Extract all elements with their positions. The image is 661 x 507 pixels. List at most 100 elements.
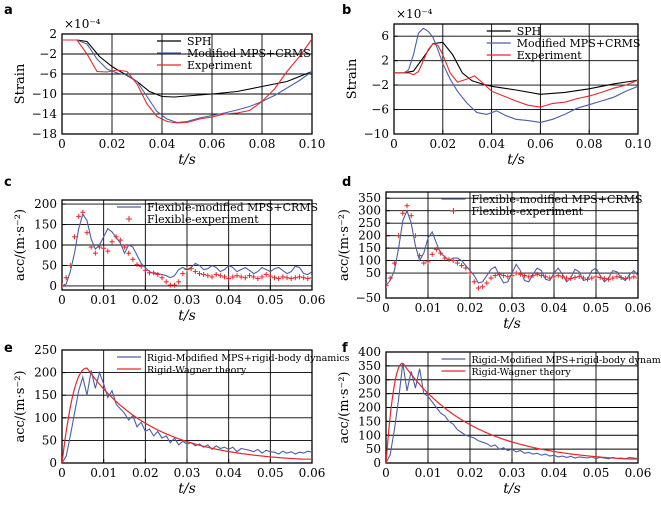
legend-item: Experiment <box>486 49 582 62</box>
data-point <box>109 239 115 245</box>
y-tick-label: 2 <box>49 27 57 41</box>
data-point <box>480 284 486 290</box>
data-point <box>386 283 389 289</box>
data-point <box>213 271 219 277</box>
x-tick-label: 0.02 <box>132 293 159 307</box>
x-tick-label: 0.02 <box>429 137 456 151</box>
plot-frame <box>61 33 313 135</box>
data-point <box>614 274 620 280</box>
data-area <box>386 362 638 463</box>
data-point <box>501 273 507 279</box>
panel-f: f 0 0.01 0.02 0.03 0.04 0.05 0.06 40035030025020… <box>337 341 661 497</box>
data-point <box>505 274 511 280</box>
x-tick-label: 0.06 <box>299 293 326 307</box>
panel-label: e <box>4 341 13 356</box>
data-point <box>138 263 144 269</box>
data-point <box>543 274 549 280</box>
data-point <box>538 273 544 279</box>
data-point <box>130 256 136 262</box>
x-tick-label: 0.01 <box>90 466 117 480</box>
x-tick-label: 0.05 <box>583 466 610 480</box>
series-line-modified-mps-crms <box>394 27 638 123</box>
series-line-sph <box>394 41 638 95</box>
y-tick-label: 0 <box>373 456 381 470</box>
y-tick-label: 150 <box>34 388 57 402</box>
y-tick-label: 100 <box>358 254 381 268</box>
legend-item: Rigid-Modified MPS+rigid-body dynamics <box>117 353 350 364</box>
data-point <box>534 271 540 277</box>
y-tick-label: 200 <box>34 197 57 211</box>
data-point <box>459 263 465 269</box>
legend-item: Flexible-experiment <box>450 205 584 218</box>
y-tick-label: 150 <box>358 414 381 428</box>
data-point <box>593 274 599 280</box>
y-tick-label: −2 <box>39 47 57 61</box>
data-point <box>105 248 111 254</box>
legend-label: Flexible-experiment <box>471 205 583 218</box>
series-line-rigid-wagner-theory <box>386 362 638 463</box>
legend-label: Modified MPS+CRMS <box>517 37 641 50</box>
legend-label: Flexible-modified MPS+CRMS <box>147 201 318 214</box>
data-point <box>151 270 157 276</box>
legend-label: SPH <box>187 35 212 48</box>
data-point <box>412 233 418 239</box>
y-tick-label: −10 <box>364 127 389 141</box>
y-tick-label: 6 <box>381 29 389 43</box>
legend-item: SPH <box>486 25 541 38</box>
data-point <box>425 259 431 265</box>
data-point <box>442 255 448 261</box>
data-point <box>180 271 186 277</box>
y-axis-label: acc/(m·s⁻²) <box>337 371 352 443</box>
data-point <box>201 271 207 277</box>
x-tick-label: 0.06 <box>625 466 652 480</box>
y-tick-label: 150 <box>34 218 57 232</box>
data-point <box>580 275 586 281</box>
y-tick-label: 350 <box>358 359 381 373</box>
legend-label: Rigid-Modified MPS+rigid-body dynamics <box>147 353 350 364</box>
legend-label: Rigid-Wagner theory <box>471 367 571 378</box>
x-tick-label: 0.04 <box>541 301 568 315</box>
y-tick-label: 250 <box>358 216 381 230</box>
x-tick-label: 0.08 <box>249 137 276 151</box>
x-tick-label: 0.08 <box>576 137 603 151</box>
x-axis-label: t/s <box>503 481 521 497</box>
legend-item: Modified MPS+CRMS <box>157 47 311 60</box>
x-tick-label: 0.10 <box>299 137 326 151</box>
data-point <box>606 276 612 282</box>
legend: Rigid-Modified MPS+rigid-body dynamicsRi… <box>117 353 350 376</box>
y-tick-label: 300 <box>358 373 381 387</box>
data-point <box>576 274 582 280</box>
data-point <box>400 210 406 216</box>
data-point <box>429 251 435 257</box>
data-point <box>509 273 515 279</box>
x-tick-label: 0.06 <box>527 137 554 151</box>
data-point <box>488 275 494 281</box>
x-tick-label: 0.05 <box>257 293 284 307</box>
data-point <box>391 260 397 266</box>
data-point <box>155 271 161 277</box>
data-point <box>67 262 73 268</box>
data-point <box>555 273 561 279</box>
data-point <box>446 256 452 262</box>
data-point <box>551 274 557 280</box>
x-tick-label: 0.04 <box>478 137 505 151</box>
x-tick-label: 0.04 <box>215 293 242 307</box>
data-point <box>142 267 148 273</box>
data-point <box>438 250 444 256</box>
legend: Rigid-Modified MPS+rigid-body dynamicsRi… <box>441 355 661 378</box>
data-point <box>280 274 286 280</box>
series-line-experiment <box>394 42 638 108</box>
x-tick-label: 0.01 <box>415 466 442 480</box>
x-tick-label: 0.02 <box>457 301 484 315</box>
y-axis-label: acc/(m·s⁻²) <box>13 209 28 281</box>
data-point <box>526 274 532 280</box>
panel-label: f <box>342 341 348 356</box>
x-tick-label: 0 <box>58 293 66 307</box>
legend-item: SPH <box>157 35 212 48</box>
data-point <box>276 276 282 282</box>
y-tick-label: 50 <box>366 442 381 456</box>
panel-d: d 0 0.01 0.02 0.03 0.04 0.05 0.06 35030025020015… <box>337 175 651 332</box>
x-tick-label: 0.04 <box>215 466 242 480</box>
data-point <box>467 270 473 276</box>
data-point <box>572 275 578 281</box>
